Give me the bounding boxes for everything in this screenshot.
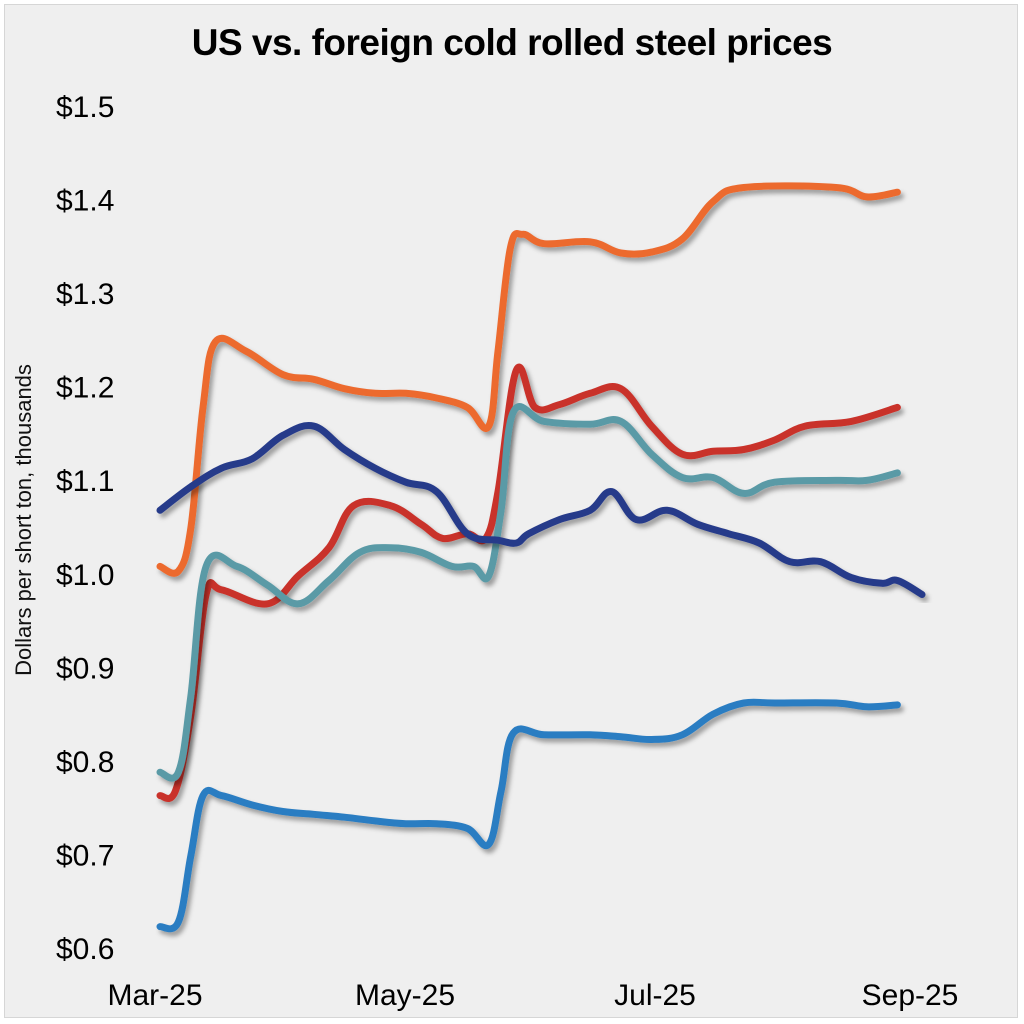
y-tick-label: $0.8 [56,746,114,779]
y-tick-label: $1.3 [56,278,114,311]
series-line-5 [156,698,901,933]
series-line-2 [156,363,901,803]
series-lines [156,182,926,933]
chart-background [4,4,1018,1018]
y-axis-ticks: $0.6 $0.7 $0.8 $0.9 $1.0 $1.1 $1.2 $1.3 $1.4 $1.5 [56,91,114,966]
series-line-4 [156,422,926,598]
y-tick-label: $1.2 [56,372,114,405]
x-axis-ticks: Mar-25 May-25 Jul-25 Sep-25 [107,979,958,1012]
x-tick-label: Mar-25 [107,979,202,1012]
y-tick-label: $0.6 [56,933,114,966]
y-tick-label: $0.7 [56,839,114,872]
series-line-3 [156,402,901,782]
x-tick-label: May-25 [355,979,455,1012]
y-tick-label: $1.1 [56,465,114,498]
series-line-1 [156,182,901,577]
y-tick-label: $1.5 [56,91,114,124]
x-tick-label: Sep-25 [862,979,959,1012]
y-tick-label: $1.0 [56,559,114,592]
x-tick-label: Jul-25 [614,979,696,1012]
y-tick-label: $1.4 [56,185,114,218]
chart-title: US vs. foreign cold rolled steel prices [191,22,833,63]
y-tick-label: $0.9 [56,652,114,685]
